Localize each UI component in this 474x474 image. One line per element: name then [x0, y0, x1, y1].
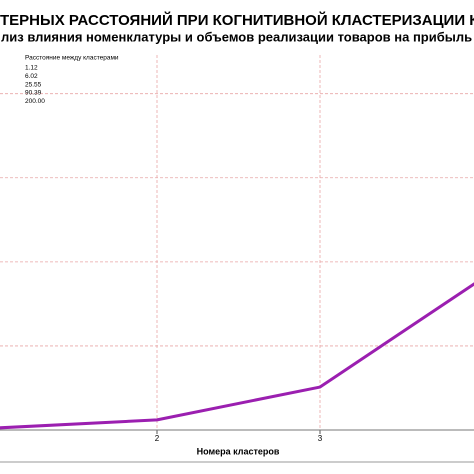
x-tick-label: 2	[155, 434, 160, 443]
legend-item: 1.12	[25, 65, 38, 72]
chart-subtitle: лиз влияния номенклатуры и объемов реали…	[1, 29, 474, 44]
legend-item: 90.39	[25, 90, 42, 97]
legend-item: 200.00	[25, 98, 45, 105]
legend-title: Расстояние между кластерами	[25, 55, 119, 62]
x-axis-label: Номера кластеров	[197, 446, 280, 456]
legend-item: 6.02	[25, 73, 38, 80]
x-tick-label: 3	[318, 434, 323, 443]
legend-item: 25.55	[25, 81, 42, 88]
plot: 5010015020023	[0, 55, 474, 443]
chart-title: ТЕРНЫХ РАССТОЯНИЙ ПРИ КОГНИТИВНОЙ КЛАСТЕ…	[0, 11, 474, 29]
series-line	[0, 282, 474, 430]
